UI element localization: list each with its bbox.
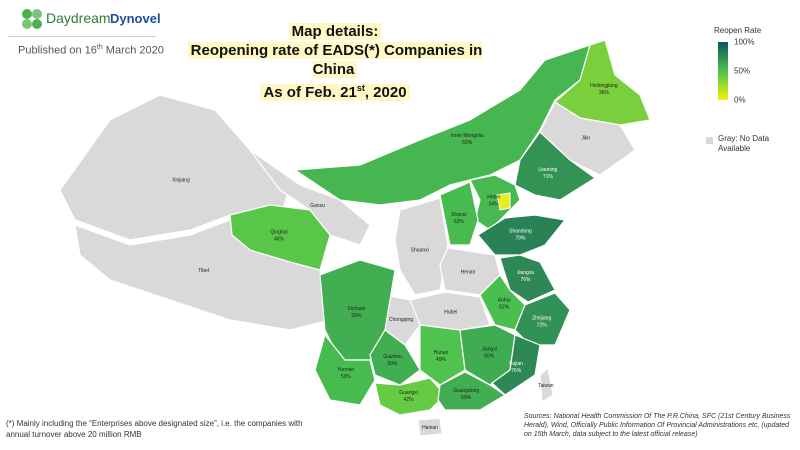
province-name: Gansu [310, 203, 325, 209]
beijing-region [496, 192, 511, 211]
title-line: As of Feb. 21st, 2020 [260, 83, 410, 101]
province-name: Shaanxi [411, 248, 429, 254]
province [514, 292, 571, 346]
province-rate: 53% [454, 219, 465, 225]
legend-tick: 50% [734, 66, 751, 76]
province-name: Jiangxi [481, 347, 497, 353]
province-name: Sichuan [347, 306, 365, 312]
title-line: Reopening rate of EADS(*) Companies in C… [187, 42, 483, 78]
province [554, 39, 651, 126]
province-name: Jilin [581, 135, 590, 141]
no-data-note: Gray: No Data Available [718, 134, 770, 153]
legend-scale [718, 42, 728, 100]
province-rate: 46% [274, 236, 285, 242]
province-name: Hunan [434, 350, 449, 356]
province-name: Guangdong [453, 388, 479, 394]
published-tail: March 2020 [102, 44, 164, 57]
province-name: Zhejiang [532, 315, 551, 321]
province [539, 366, 554, 404]
province [477, 214, 567, 256]
logo-icon [22, 9, 42, 29]
published: Published on 16th March 2020 [18, 44, 164, 57]
sources: Sources: National Health Commission Of T… [524, 413, 791, 438]
province-rate: 52% [499, 304, 510, 310]
title-text: As of Feb. 21 [263, 84, 357, 101]
province-name: Tibet [198, 268, 210, 274]
province-name: Anhui [498, 297, 511, 303]
legend-tick: 0% [734, 95, 746, 105]
province-name: Liaoning [538, 167, 557, 173]
province-rate: 55% [462, 140, 473, 146]
province-name: Hubei [444, 310, 457, 316]
province [514, 131, 597, 201]
province-name: Xinjiang [172, 178, 190, 184]
brand: Daydream [46, 10, 111, 26]
province [249, 149, 371, 246]
province [59, 94, 291, 241]
province-name: Shanxi [451, 212, 466, 218]
regions [59, 39, 651, 437]
legend-title: Reopen Rate [714, 26, 762, 35]
province-rate: 42% [404, 397, 415, 403]
province-name: Inner Mongolia [451, 133, 484, 139]
title: Map details: Reopening rate of EADS(*) C… [170, 22, 500, 102]
province-name: Guizhou [383, 354, 402, 360]
province-rate: 36% [599, 90, 610, 96]
province-name: Heilongjiang [590, 83, 618, 89]
province-name: Hebei [487, 195, 500, 201]
title-sup: st [356, 83, 365, 93]
partner: Dynovel [110, 11, 161, 26]
published-sup: th [96, 44, 103, 51]
province-rate: 72% [537, 322, 548, 328]
province-name: Guangxi [399, 390, 418, 396]
legend-tick: 100% [734, 37, 755, 47]
province-rate: 59% [461, 395, 472, 401]
province [394, 197, 449, 296]
divider [8, 36, 156, 37]
province-name: Henan [461, 269, 476, 275]
province-rate: 76% [511, 368, 522, 374]
province [437, 371, 507, 411]
no-data-swatch [706, 137, 713, 144]
province [374, 377, 446, 416]
province [314, 333, 376, 406]
province-name: Yunnan [337, 367, 354, 373]
province [419, 324, 466, 386]
footnote: (*) Mainly including the “Enterprises ab… [6, 419, 303, 439]
province [417, 417, 443, 437]
province-name: Hainan [422, 425, 438, 431]
province-rate: 53% [341, 374, 352, 380]
province-rate: 59% [387, 361, 398, 367]
province [469, 174, 521, 231]
province-rate: 79% [515, 236, 526, 242]
province-name: Taiwan [538, 383, 554, 389]
title-tail: , 2020 [364, 84, 407, 101]
province-rate: 59% [351, 313, 362, 319]
title-line: Map details: [288, 23, 382, 40]
published-text: Published on 16 [18, 44, 97, 57]
province [293, 44, 591, 206]
province-rate: 60% [484, 354, 495, 360]
province-name: Fujian [509, 361, 523, 367]
province [229, 204, 331, 271]
province-rate: 76% [520, 277, 531, 283]
province-name: Shandong [509, 229, 532, 235]
province-name: Qinghai [270, 229, 287, 235]
province-name: Chongqing [389, 317, 413, 323]
province-rate: 71% [543, 174, 554, 180]
province-rate: 49% [436, 357, 447, 363]
province [439, 181, 479, 246]
province-name: Jiangsu [517, 270, 534, 276]
province-rate: 54% [489, 202, 500, 208]
